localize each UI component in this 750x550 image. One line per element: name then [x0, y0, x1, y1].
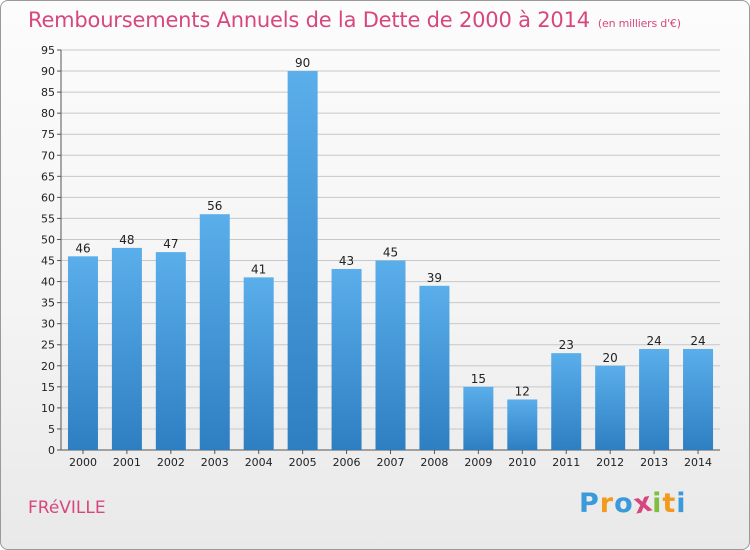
- bar-value-label: 48: [119, 233, 134, 247]
- y-tick-label: 10: [41, 402, 55, 415]
- y-tick-label: 25: [41, 339, 55, 352]
- y-tick-label: 35: [41, 297, 55, 310]
- x-tick-label: 2003: [201, 456, 229, 469]
- logo-letter: t: [662, 488, 677, 519]
- x-tick-label: 2006: [333, 456, 361, 469]
- y-tick-label: 20: [41, 360, 55, 373]
- town-name: FRéVILLE: [28, 498, 106, 518]
- bar: [287, 71, 318, 450]
- bar-value-label: 12: [515, 384, 530, 398]
- bar-value-label: 90: [295, 56, 310, 70]
- bar: [199, 214, 230, 450]
- bar-value-label: 20: [603, 351, 618, 365]
- bar: [67, 256, 98, 450]
- x-tick-label: 2013: [640, 456, 668, 469]
- bar: [419, 285, 450, 450]
- bar: [155, 252, 186, 450]
- bar: [111, 247, 142, 450]
- y-tick-label: 5: [48, 423, 55, 436]
- bar-value-label: 23: [559, 338, 574, 352]
- y-tick-label: 45: [41, 255, 55, 268]
- bar: [507, 399, 538, 450]
- x-tick-label: 2014: [684, 456, 712, 469]
- y-tick-label: 15: [41, 381, 55, 394]
- bar-value-label: 39: [427, 271, 442, 285]
- x-tick-label: 2008: [420, 456, 448, 469]
- proxiti-logo: Proxiti: [579, 486, 687, 520]
- bar: [683, 348, 714, 450]
- bar: [639, 348, 670, 450]
- bar-value-label: 47: [163, 237, 178, 251]
- y-tick-label: 80: [41, 107, 55, 120]
- chart-title-text: Remboursements Annuels de la Dette de 20…: [28, 8, 590, 32]
- logo-letter: r: [599, 488, 615, 519]
- y-tick-label: 75: [41, 128, 55, 141]
- bars: 46 48 47 56 41 90 43 45 39 15 12 23 20 24 24: [67, 56, 714, 450]
- bar-value-label: 41: [251, 262, 266, 276]
- bar-value-label: 45: [383, 246, 398, 260]
- x-tick-label: 2004: [245, 456, 273, 469]
- bar-value-label: 56: [207, 199, 222, 213]
- logo-letter: i: [676, 488, 687, 519]
- x-tick-label: 2012: [596, 456, 624, 469]
- bar-value-label: 24: [690, 334, 705, 348]
- x-tick-label: 2007: [377, 456, 405, 469]
- y-tick-label: 85: [41, 86, 55, 99]
- chart-title: Remboursements Annuels de la Dette de 20…: [28, 8, 681, 32]
- y-tick-label: 55: [41, 212, 55, 225]
- bar: [243, 277, 274, 450]
- x-tick-label: 2002: [157, 456, 185, 469]
- x-tick-label: 2000: [69, 456, 97, 469]
- bar: [331, 268, 362, 450]
- bar: [463, 386, 494, 450]
- x-tick-label: 2001: [113, 456, 141, 469]
- y-tick-label: 0: [48, 444, 55, 457]
- bar: [551, 353, 582, 450]
- bar-value-label: 24: [646, 334, 661, 348]
- y-tick-label: 40: [41, 276, 55, 289]
- y-tick-label: 60: [41, 191, 55, 204]
- y-tick-label: 30: [41, 318, 55, 331]
- x-tick-label: 2011: [552, 456, 580, 469]
- y-tick-label: 95: [41, 44, 55, 57]
- bar-value-label: 15: [471, 372, 486, 386]
- y-tick-label: 50: [41, 233, 55, 246]
- logo-letter: o: [614, 488, 634, 519]
- y-tick-label: 90: [41, 65, 55, 78]
- bar: [375, 260, 406, 450]
- chart-unit: (en milliers d'€): [597, 17, 681, 30]
- x-tick-label: 2005: [289, 456, 317, 469]
- x-tick-label: 2010: [508, 456, 536, 469]
- bar-value-label: 43: [339, 254, 354, 268]
- x-tick-label: 2009: [464, 456, 492, 469]
- logo-letter: i: [652, 488, 663, 519]
- logo-letter: P: [579, 488, 600, 519]
- bar: [595, 365, 626, 450]
- bar-value-label: 46: [75, 241, 90, 255]
- y-tick-label: 70: [41, 149, 55, 162]
- y-tick-label: 65: [41, 170, 55, 183]
